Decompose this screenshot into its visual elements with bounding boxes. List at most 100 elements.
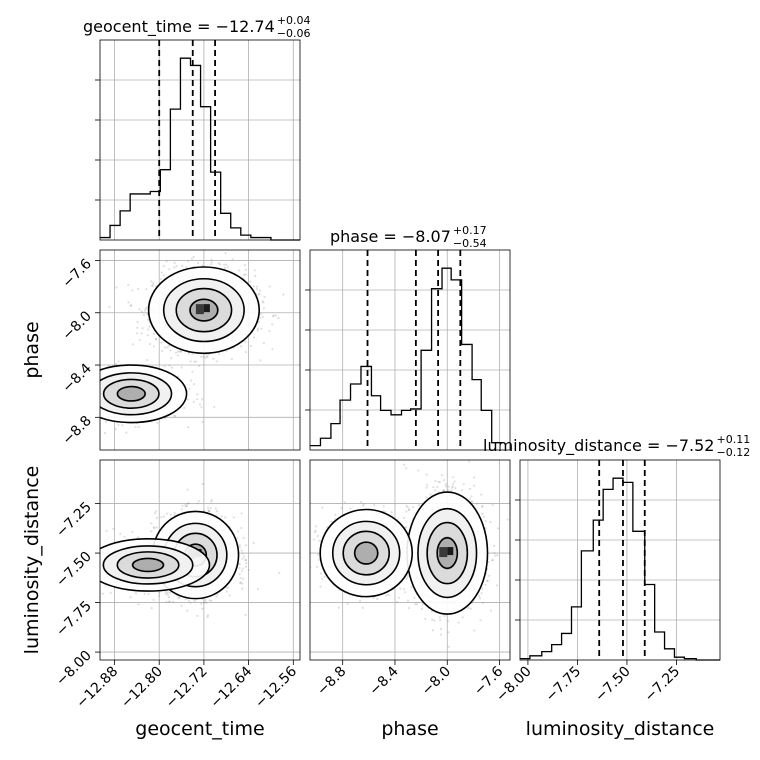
scatter-point bbox=[97, 548, 99, 550]
scatter-point bbox=[173, 261, 176, 264]
scatter-point bbox=[191, 370, 194, 373]
title-luminosity-distance: luminosity_distance = −7.52 bbox=[483, 436, 714, 456]
scatter-point bbox=[147, 593, 150, 596]
scatter-point bbox=[65, 372, 67, 374]
scatter-point bbox=[123, 535, 126, 538]
histogram-luminosity_distance bbox=[520, 477, 720, 661]
scatter-point bbox=[184, 598, 187, 601]
scatter-point bbox=[105, 529, 108, 533]
x-axis-label-geocent-time: geocent_time bbox=[135, 718, 264, 740]
scatter-point bbox=[241, 587, 244, 590]
scatter-point bbox=[85, 394, 87, 396]
scatter-point bbox=[156, 421, 159, 424]
scatter-point bbox=[166, 591, 169, 594]
scatter-point bbox=[169, 349, 172, 352]
scatter-point bbox=[243, 555, 246, 558]
scatter-point bbox=[89, 411, 91, 413]
scatter-point bbox=[181, 504, 184, 507]
scatter-point bbox=[138, 339, 141, 342]
scatter-point bbox=[180, 604, 183, 607]
scatter-point bbox=[201, 607, 204, 610]
scatter-point bbox=[252, 336, 256, 339]
scatter-point bbox=[95, 407, 97, 409]
scatter-point bbox=[238, 573, 241, 576]
scatter-point bbox=[200, 602, 203, 605]
scatter-point bbox=[173, 513, 176, 517]
contour-line bbox=[189, 298, 219, 322]
histogram-geocent_time bbox=[100, 57, 300, 241]
scatter-point bbox=[244, 565, 247, 568]
scatter-point bbox=[431, 629, 434, 632]
scatter-point bbox=[436, 485, 439, 489]
scatter-point bbox=[165, 512, 168, 515]
scatter-point bbox=[125, 431, 128, 434]
scatter-point bbox=[198, 365, 201, 368]
scatter-point bbox=[277, 317, 280, 320]
scatter-point bbox=[177, 350, 180, 353]
scatter-point bbox=[488, 574, 491, 577]
scatter-point bbox=[155, 516, 159, 520]
y-axis-label-phase: phase bbox=[21, 321, 43, 378]
scatter-point bbox=[96, 569, 98, 571]
scatter-point bbox=[241, 582, 244, 585]
scatter-points-luminosity_distance-vs-phase bbox=[310, 460, 509, 648]
scatter-point bbox=[115, 362, 118, 365]
scatter-point bbox=[186, 260, 190, 263]
scatter-point bbox=[95, 545, 97, 547]
scatter-point bbox=[162, 515, 165, 518]
scatter-point bbox=[201, 420, 204, 424]
scatter-point bbox=[200, 355, 203, 358]
scatter-point bbox=[161, 349, 164, 352]
scatter-point bbox=[475, 502, 479, 505]
scatter-point bbox=[187, 502, 190, 505]
scatter-point bbox=[149, 342, 152, 346]
scatter-point bbox=[262, 342, 265, 345]
scatter-point bbox=[86, 385, 88, 387]
scatter-point bbox=[274, 314, 277, 317]
scatter-point bbox=[130, 304, 133, 307]
panel-frame bbox=[99, 459, 301, 661]
scatter-point bbox=[406, 575, 409, 578]
scatter-point bbox=[167, 596, 170, 599]
scatter-point bbox=[155, 510, 158, 513]
scatter-point bbox=[86, 395, 88, 397]
scatter-point bbox=[91, 393, 93, 395]
scatter-point bbox=[215, 360, 218, 363]
scatter-point bbox=[196, 393, 199, 396]
scatter-point bbox=[153, 527, 156, 530]
scatter-point bbox=[127, 301, 130, 304]
scatter-point bbox=[244, 544, 247, 547]
scatter-point bbox=[262, 307, 265, 310]
title-phase: phase = −8.07 bbox=[330, 227, 451, 246]
scatter-point bbox=[240, 549, 243, 552]
scatter-point bbox=[152, 598, 155, 602]
scatter-point bbox=[190, 379, 193, 382]
scatter-point bbox=[178, 596, 181, 599]
scatter-point bbox=[112, 527, 115, 531]
scatter-point bbox=[225, 590, 228, 593]
panel-frame bbox=[99, 249, 301, 451]
contour-line bbox=[116, 551, 180, 579]
scatter-point bbox=[271, 348, 274, 351]
scatter-point bbox=[187, 426, 190, 429]
scatter-point bbox=[201, 483, 204, 486]
scatter-point bbox=[244, 340, 247, 343]
scatter-point bbox=[204, 600, 207, 603]
scatter-point bbox=[452, 476, 455, 479]
scatter-point bbox=[252, 285, 255, 288]
scatter-point bbox=[471, 500, 474, 503]
scatter-point bbox=[154, 337, 158, 341]
scatter-point bbox=[78, 392, 80, 394]
scatter-point bbox=[243, 273, 246, 276]
scatter-point bbox=[198, 403, 202, 406]
scatter-point bbox=[158, 594, 161, 598]
scatter-point bbox=[241, 567, 244, 570]
density-fill bbox=[131, 557, 165, 573]
scatter-point bbox=[240, 570, 244, 573]
scatter-point bbox=[169, 513, 172, 517]
scatter-point bbox=[442, 479, 445, 482]
scatter-point bbox=[168, 364, 171, 367]
scatter-point bbox=[103, 432, 106, 435]
scatter-point bbox=[491, 503, 494, 506]
scatter-point bbox=[97, 414, 99, 416]
